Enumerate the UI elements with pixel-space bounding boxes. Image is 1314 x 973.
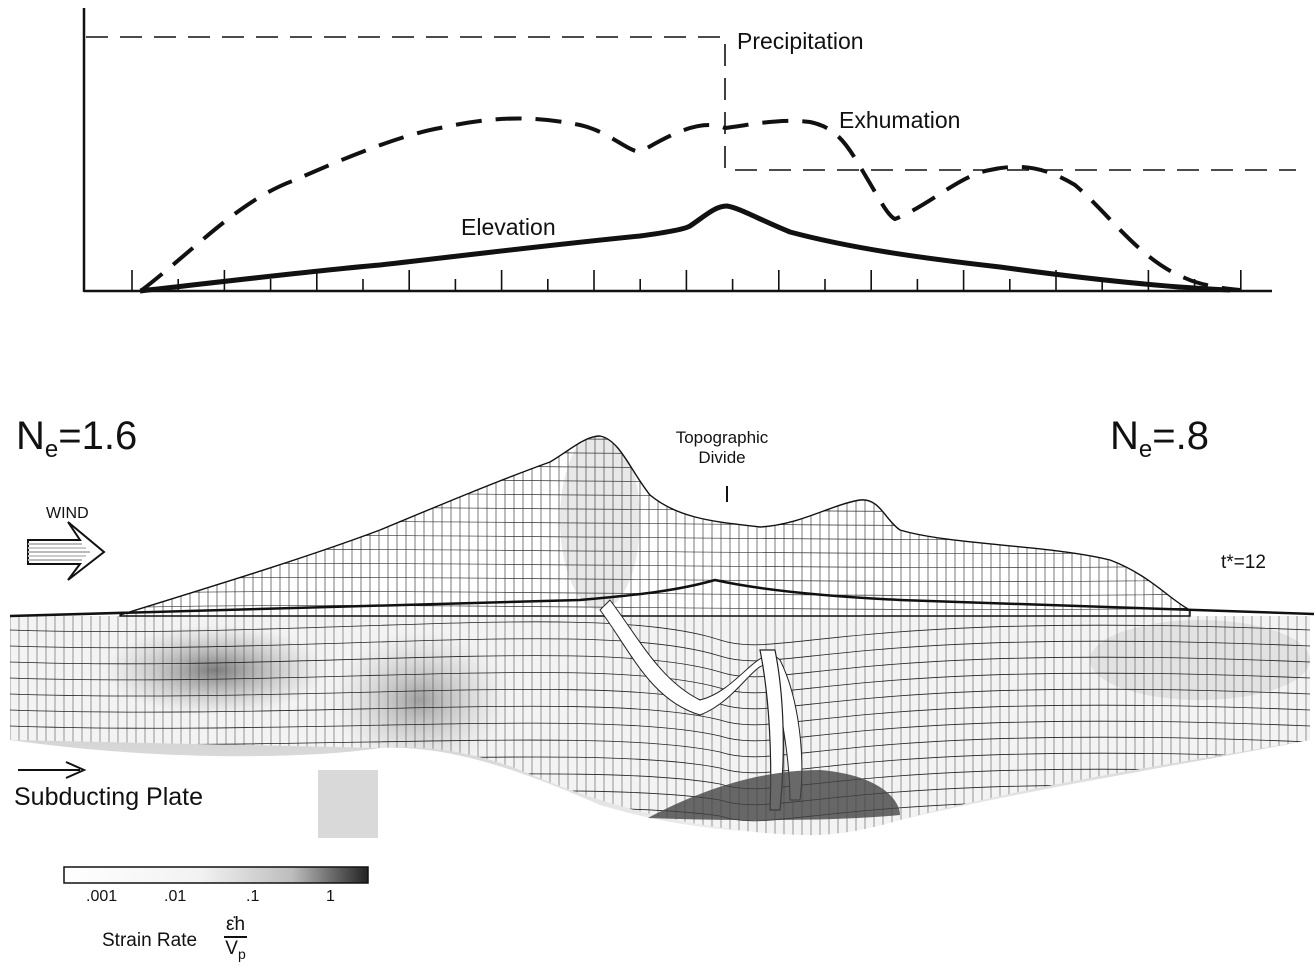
- legend-tick-1: .1: [246, 888, 260, 905]
- surface-line: [9, 578, 1314, 618]
- precipitation-curve: [86, 36, 1296, 171]
- strain-rate-title: Strain Rate: [102, 930, 198, 951]
- exhumation-curve: [140, 116, 1241, 292]
- strain-rate-colorbar: [63, 866, 369, 884]
- exhumation-label: Exhumation: [839, 107, 961, 133]
- plate-arrow-icon: [18, 761, 87, 779]
- lower-crust-grid: [10, 616, 1310, 836]
- fold-zone: [599, 599, 900, 821]
- elevation-label: Elevation: [461, 214, 556, 240]
- wind-label: WIND: [46, 505, 89, 522]
- topographic-divide-label: Topographic Divide: [675, 428, 769, 467]
- wind-arrow-icon: [27, 521, 106, 581]
- legend-tick-01: .01: [164, 888, 187, 905]
- strain-rate-fraction: ε̇h Vp: [224, 914, 248, 962]
- left-ne-label: Ne=1.6: [16, 414, 138, 463]
- right-ne-label: Ne=.8: [1110, 414, 1209, 463]
- subducting-slab-patch: [318, 770, 378, 838]
- time-label: t*=12: [1221, 552, 1266, 573]
- legend-tick-one: 1: [326, 888, 335, 905]
- elevation-curve: [139, 203, 1231, 294]
- topography-mesh: [120, 436, 1190, 616]
- subducting-plate-label: Subducting Plate: [14, 783, 204, 811]
- precipitation-label: Precipitation: [737, 28, 864, 54]
- profile-chart: [82, 8, 1296, 294]
- legend-tick-001: .001: [86, 888, 118, 905]
